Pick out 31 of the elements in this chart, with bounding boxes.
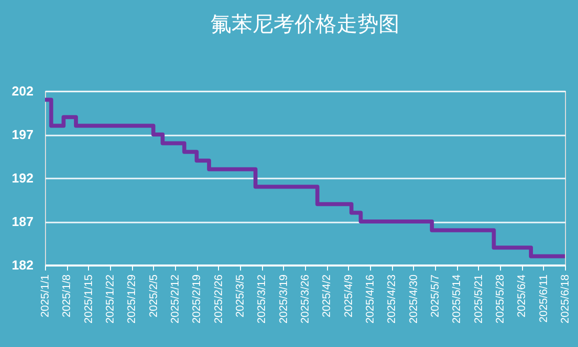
y-tick-label: 192 (12, 170, 34, 186)
chart-title: 氟苯尼考价格走势图 (210, 13, 400, 36)
x-tick-label: 2025/1/29 (126, 274, 138, 324)
x-tick-label: 2025/6/4 (516, 274, 528, 318)
y-tick-label: 187 (12, 214, 34, 229)
x-tick-label: 2025/1/1 (40, 274, 52, 318)
x-tick-label: 2025/5/7 (430, 274, 442, 318)
y-tick-label: 182 (12, 258, 34, 272)
x-tick-label: 2025/2/12 (170, 274, 182, 324)
x-tick-label: 2025/3/5 (234, 274, 246, 318)
x-tick-label: 2025/3/12 (256, 274, 268, 324)
x-tick-label: 2025/4/9 (342, 274, 355, 318)
x-tick-label: 2025/5/28 (494, 274, 506, 324)
x-tick-label: 2025/5/21 (472, 274, 485, 324)
x-tick-label: 2025/5/14 (451, 274, 464, 324)
x-tick-label: 2025/2/26 (212, 274, 225, 324)
x-tick-label: 2025/1/22 (104, 274, 116, 324)
x-tick-label: 2025/4/2 (321, 274, 334, 318)
x-tick-label: 2025/4/16 (364, 274, 376, 324)
y-tick-label: 197 (12, 127, 34, 142)
x-tick-label: 2025/1/8 (61, 274, 74, 318)
x-tick-label: 2025/2/5 (148, 274, 160, 318)
y-tick-label: 202 (12, 84, 34, 98)
x-tick-label: 2025/3/26 (300, 274, 312, 324)
x-tick-label: 2025/6/18 (560, 274, 572, 324)
x-tick-label: 2025/2/19 (191, 274, 204, 324)
x-tick-label: 2025/4/30 (408, 274, 420, 324)
x-tick-label: 2025/4/23 (386, 274, 398, 324)
x-tick-label: 2025/6/11 (538, 274, 550, 323)
x-tick-label: 2025/3/19 (278, 274, 290, 324)
x-tick-label: 2025/1/15 (82, 274, 95, 324)
